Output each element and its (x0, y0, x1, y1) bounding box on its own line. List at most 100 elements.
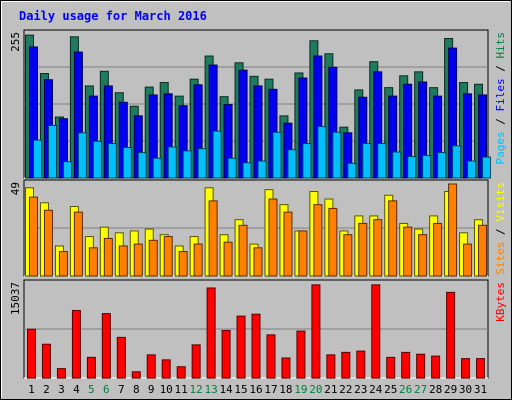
x-tick-label: 15 (234, 383, 247, 396)
bar-kbytes-day-5 (86, 356, 96, 379)
bar-kbytes-day-18 (281, 357, 291, 379)
bar-sites-day-12 (193, 243, 203, 277)
x-tick-label: 23 (354, 383, 367, 396)
bar-kbytes-day-4 (71, 309, 81, 379)
x-tick-label: 12 (190, 383, 203, 396)
bar-sites-day-23 (358, 222, 368, 277)
bar-sites-day-29 (448, 183, 458, 277)
bar-sites-day-4 (73, 211, 83, 277)
legend-label: Visits (494, 182, 507, 222)
x-tick-label: 14 (219, 383, 233, 396)
bar-sites-day-26 (403, 226, 413, 277)
panel-middle-ymax-label: 49 (9, 182, 22, 195)
bar-pages-day-16 (257, 160, 267, 179)
x-tick-label: 10 (160, 383, 173, 396)
x-tick-label: 29 (444, 383, 457, 396)
x-tick-label: 5 (88, 383, 95, 396)
panel-top: 255 Pages / Files / Hits (9, 29, 507, 179)
bar-pages-day-1 (33, 139, 42, 179)
x-tick-label: 11 (175, 383, 188, 396)
bar-kbytes-day-8 (131, 371, 141, 379)
x-tick-label: 18 (279, 383, 292, 396)
bar-pages-day-18 (287, 149, 297, 179)
bar-kbytes-day-9 (146, 354, 156, 379)
panel-middle-legend: Sites / Visits (494, 182, 507, 275)
bar-sites-day-17 (268, 198, 278, 277)
bar-kbytes-day-23 (356, 350, 366, 379)
bar-pages-day-26 (407, 156, 417, 179)
bar-sites-day-25 (388, 200, 398, 277)
panel-top-ymax-label: 255 (9, 32, 22, 52)
bar-sites-day-27 (418, 234, 428, 277)
x-tick-label: 25 (384, 383, 397, 396)
bar-pages-day-6 (107, 143, 117, 179)
x-axis-tick-labels: 1 2 3 4 5 6 7 8 9 10 11 12 13 14 15 16 17 18 19 20 21 22 23 24 2… (28, 383, 487, 396)
bar-kbytes-day-21 (326, 354, 336, 379)
bar-pages-day-24 (377, 143, 387, 179)
bar-pages-day-8 (137, 152, 147, 179)
chart-panels: 255 Pages / Files / Hits 49 Sites / Visits 1… (9, 29, 507, 379)
bar-pages-day-30 (467, 160, 477, 179)
x-tick-label: 8 (133, 383, 140, 396)
bar-pages-day-2 (47, 124, 57, 179)
bar-sites-day-2 (43, 209, 53, 277)
bar-kbytes-day-14 (221, 329, 231, 379)
series-sites (29, 183, 488, 277)
bar-pages-day-4 (77, 132, 87, 179)
legend-label: Files (494, 78, 507, 111)
x-tick-label: 26 (399, 383, 412, 396)
x-tick-label: 20 (309, 383, 322, 396)
bar-sites-day-21 (328, 207, 338, 277)
bar-pages-day-17 (272, 131, 282, 179)
bar-sites-day-5 (88, 247, 98, 277)
bar-pages-day-23 (362, 143, 372, 179)
bar-pages-day-7 (122, 147, 132, 179)
bar-pages-day-25 (392, 151, 402, 179)
bar-pages-day-31 (482, 156, 492, 179)
bar-pages-day-29 (452, 145, 462, 179)
bar-kbytes-day-27 (416, 353, 426, 379)
bar-kbytes-day-12 (191, 344, 201, 379)
x-tick-label: 4 (73, 383, 80, 396)
x-tick-label: 13 (204, 383, 217, 396)
bar-sites-day-30 (463, 243, 473, 277)
bar-sites-day-6 (103, 237, 113, 277)
chart-title: Daily usage for March 2016 (19, 9, 207, 23)
bar-pages-day-19 (302, 143, 312, 179)
x-tick-label: 31 (474, 383, 487, 396)
x-tick-label: 19 (294, 383, 307, 396)
legend-label: / (494, 112, 507, 132)
panel-bottom-ymax-label: 15037 (9, 282, 22, 315)
bar-pages-day-10 (167, 146, 177, 179)
legend-label: / (494, 222, 507, 242)
x-tick-label: 6 (103, 383, 110, 396)
bar-kbytes-day-17 (266, 334, 276, 379)
bar-pages-day-11 (182, 150, 192, 179)
bar-kbytes-day-10 (161, 359, 171, 379)
legend-label: / (494, 59, 507, 79)
bar-sites-day-24 (373, 219, 383, 277)
x-tick-label: 30 (459, 383, 472, 396)
x-tick-label: 1 (28, 383, 35, 396)
x-tick-label: 22 (339, 383, 352, 396)
bar-sites-day-22 (343, 234, 353, 277)
bar-kbytes-day-29 (446, 291, 456, 379)
bar-pages-day-12 (197, 148, 207, 179)
bar-sites-day-3 (58, 251, 68, 277)
bar-pages-day-21 (332, 131, 342, 179)
panel-top-legend: Pages / Files / Hits (494, 32, 507, 165)
x-tick-label: 7 (118, 383, 125, 396)
x-tick-label: 2 (43, 383, 50, 396)
bar-pages-day-14 (227, 157, 237, 179)
bar-sites-day-16 (253, 247, 263, 277)
bar-kbytes-day-25 (386, 356, 396, 379)
bar-kbytes-day-26 (401, 351, 411, 379)
bar-kbytes-day-6 (101, 313, 111, 379)
bar-sites-day-9 (148, 239, 158, 277)
x-tick-label: 17 (264, 383, 277, 396)
bar-kbytes-day-28 (431, 355, 441, 379)
bar-sites-day-19 (298, 230, 308, 277)
bar-pages-day-5 (92, 140, 102, 179)
bar-sites-day-14 (223, 241, 233, 277)
